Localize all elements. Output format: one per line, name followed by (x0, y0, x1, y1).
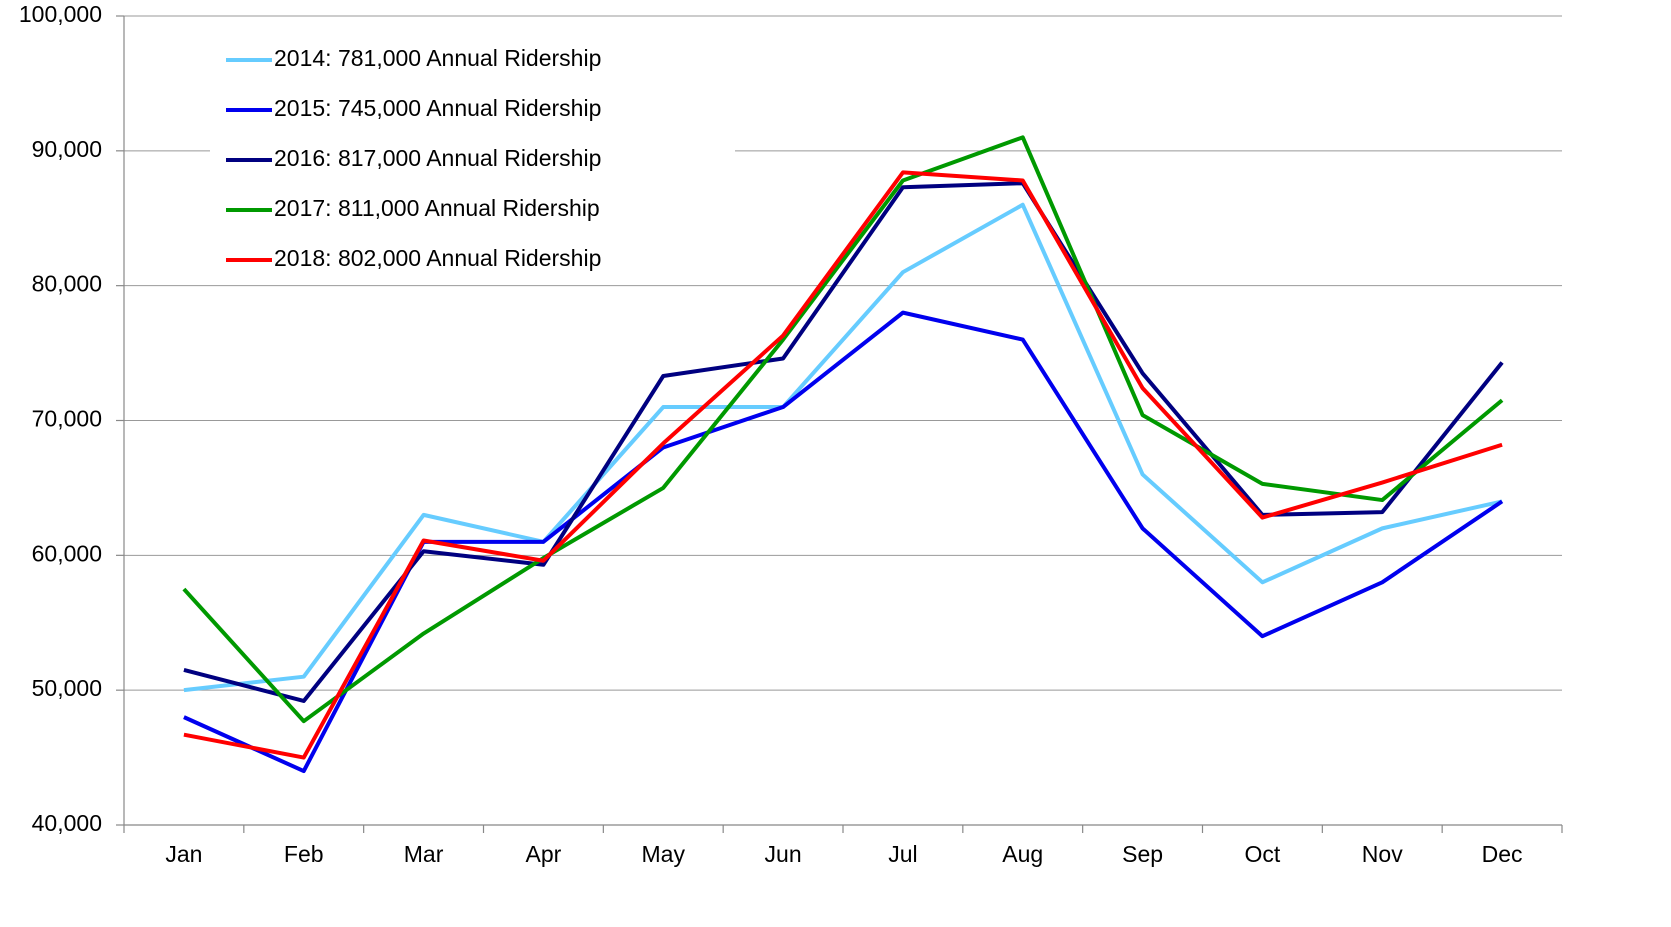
x-tick-label: Dec (1482, 841, 1523, 867)
y-tick-label: 100,000 (19, 1, 102, 27)
y-tick-label: 90,000 (32, 136, 102, 162)
legend-box (210, 35, 735, 285)
x-tick-label: Feb (284, 841, 324, 867)
x-tick-label: Apr (526, 841, 562, 867)
y-tick-label: 60,000 (32, 540, 102, 566)
x-tick-label: Mar (404, 841, 444, 867)
legend-label: 2014: 781,000 Annual Ridership (274, 45, 601, 71)
x-tick-label: Nov (1362, 841, 1403, 867)
y-tick-label: 50,000 (32, 675, 102, 701)
x-tick-label: Sep (1122, 841, 1163, 867)
x-tick-label: Aug (1002, 841, 1043, 867)
y-tick-label: 40,000 (32, 810, 102, 836)
x-tick-label: May (642, 841, 686, 867)
legend-label: 2016: 817,000 Annual Ridership (274, 145, 601, 171)
legend-label: 2018: 802,000 Annual Ridership (274, 245, 601, 271)
x-tick-label: Jan (165, 841, 202, 867)
y-tick-label: 80,000 (32, 271, 102, 297)
series-line (182, 135, 1504, 724)
legend-label: 2015: 745,000 Annual Ridership (274, 95, 601, 121)
series-line (183, 310, 1504, 774)
y-tick-label: 70,000 (32, 406, 102, 432)
x-tick-label: Oct (1245, 841, 1281, 867)
x-tick-label: Jun (765, 841, 802, 867)
legend-label: 2017: 811,000 Annual Ridership (274, 195, 600, 221)
series-line (183, 170, 1503, 760)
series-line (183, 202, 1503, 693)
x-tick-label: Jul (888, 841, 917, 867)
